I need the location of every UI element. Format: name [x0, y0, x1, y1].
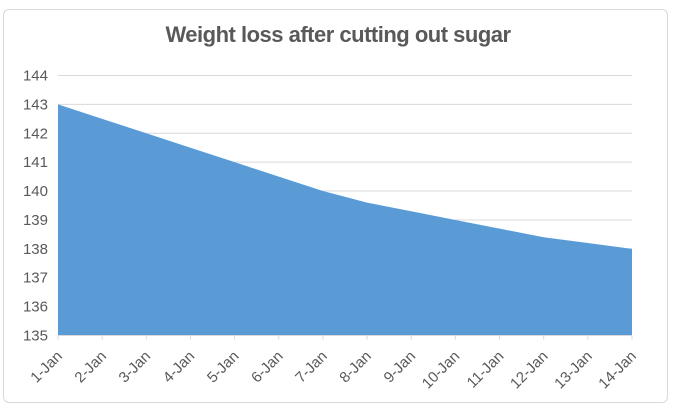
x-tick-label: 13-Jan — [551, 348, 595, 392]
x-tick-label: 6-Jan — [248, 348, 287, 387]
y-tick-label: 140 — [23, 183, 48, 200]
y-tick-label: 135 — [23, 328, 48, 345]
x-tick-label: 5-Jan — [204, 348, 243, 387]
x-tick-label: 14-Jan — [595, 348, 639, 392]
x-tick-label: 3-Jan — [116, 348, 155, 387]
y-tick-label: 144 — [23, 68, 48, 85]
chart-title: Weight loss after cutting out sugar — [165, 22, 511, 47]
x-tick-label: 11-Jan — [464, 348, 508, 392]
x-tick-label: 10-Jan — [419, 348, 463, 392]
x-tick-label: 8-Jan — [336, 348, 375, 387]
y-tick-label: 137 — [23, 270, 48, 287]
x-tick-label: 7-Jan — [292, 348, 331, 387]
x-tick-label: 4-Jan — [160, 348, 199, 387]
y-tick-label: 138 — [23, 241, 48, 258]
x-tick-label: 2-Jan — [71, 348, 110, 387]
x-tick-label: 12-Jan — [507, 348, 551, 392]
y-tick-label: 139 — [23, 212, 48, 229]
y-tick-label: 136 — [23, 299, 48, 316]
y-tick-label: 143 — [23, 96, 48, 113]
x-tick-label: 9-Jan — [380, 348, 419, 387]
y-tick-label: 142 — [23, 125, 48, 142]
area-series — [58, 104, 632, 336]
y-tick-label: 141 — [23, 154, 48, 171]
x-tick-label: 1-Jan — [27, 348, 66, 387]
